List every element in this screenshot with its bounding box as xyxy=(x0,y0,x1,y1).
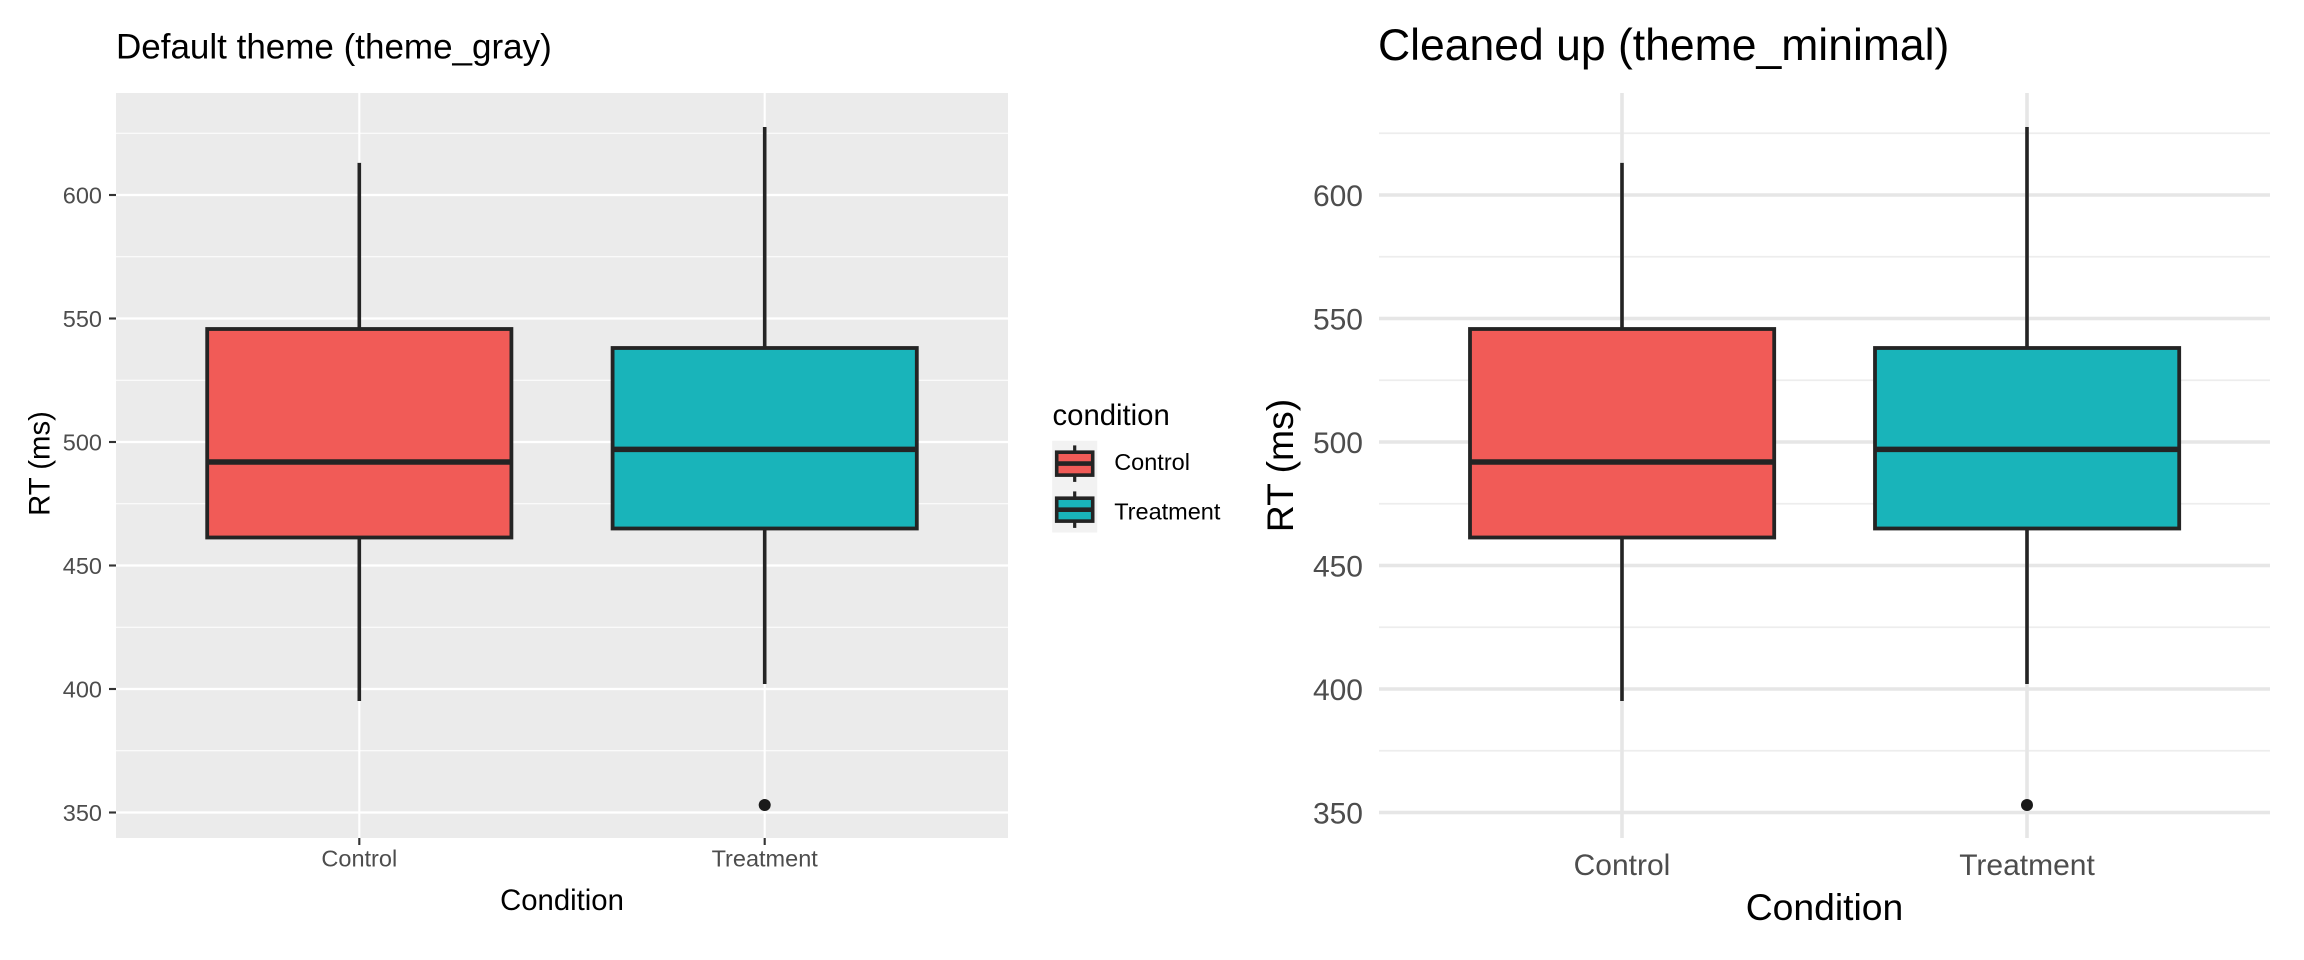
svg-text:600: 600 xyxy=(1313,180,1363,213)
svg-text:Cleaned up (theme_minimal): Cleaned up (theme_minimal) xyxy=(1378,21,1949,70)
svg-text:500: 500 xyxy=(1313,427,1363,460)
svg-text:450: 450 xyxy=(63,553,102,579)
svg-text:Control: Control xyxy=(1574,849,1671,882)
svg-text:Treatment: Treatment xyxy=(712,846,819,872)
svg-text:Treatment: Treatment xyxy=(1114,499,1221,525)
svg-text:500: 500 xyxy=(63,430,102,456)
svg-text:condition: condition xyxy=(1053,399,1170,432)
svg-text:400: 400 xyxy=(1313,674,1363,707)
svg-text:550: 550 xyxy=(63,306,102,332)
svg-text:Control: Control xyxy=(1114,449,1190,475)
svg-text:Condition: Condition xyxy=(1746,886,1904,928)
svg-text:450: 450 xyxy=(1313,550,1363,583)
svg-text:Control: Control xyxy=(321,846,397,872)
svg-text:550: 550 xyxy=(1313,303,1363,336)
svg-text:Treatment: Treatment xyxy=(1959,849,2095,882)
svg-text:RT (ms): RT (ms) xyxy=(24,411,57,516)
svg-text:Default theme (theme_gray): Default theme (theme_gray) xyxy=(116,28,552,67)
svg-text:350: 350 xyxy=(1313,797,1363,830)
svg-text:600: 600 xyxy=(63,183,102,209)
svg-text:350: 350 xyxy=(63,800,102,826)
svg-text:400: 400 xyxy=(63,677,102,703)
svg-text:Condition: Condition xyxy=(500,884,624,917)
svg-text:RT (ms): RT (ms) xyxy=(1259,399,1301,532)
